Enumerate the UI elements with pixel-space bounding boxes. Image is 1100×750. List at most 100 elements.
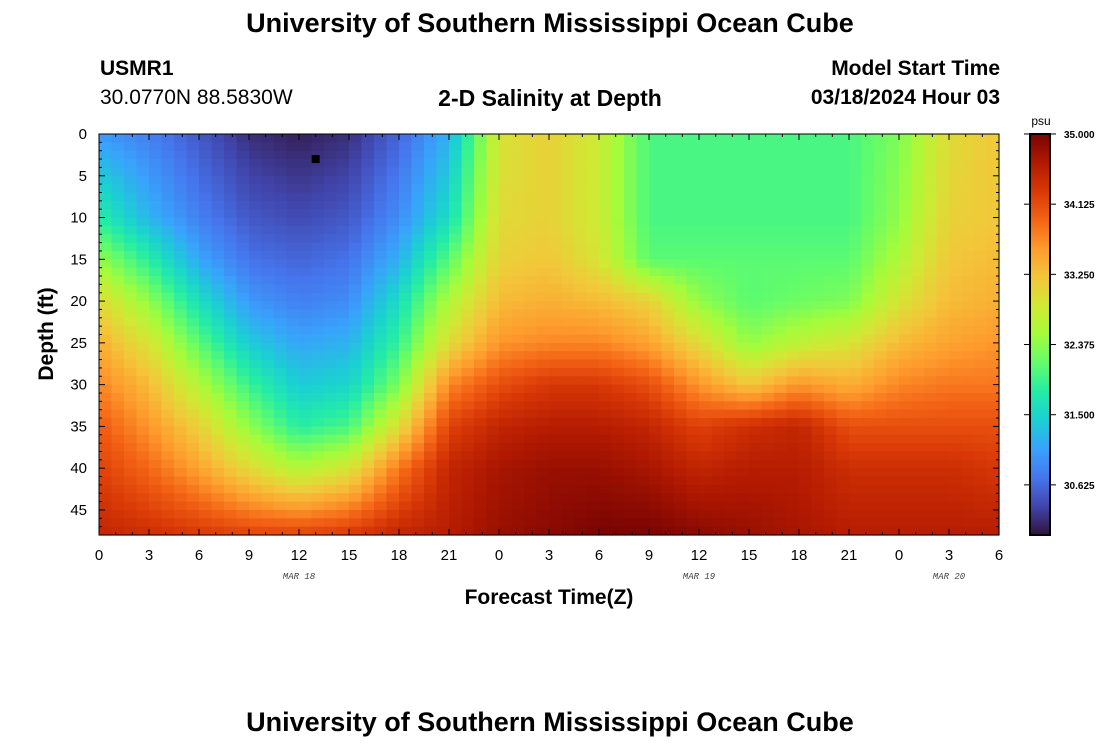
heatmap-cell [436,292,450,302]
heatmap-cell [949,250,963,260]
heatmap-cell [936,493,950,503]
heatmap-cell [486,134,500,143]
heatmap-cell [186,459,200,469]
heatmap-cell [499,292,513,302]
heatmap-cell [424,175,438,185]
heatmap-cell [949,443,963,453]
heatmap-cell [611,359,625,369]
heatmap-cell [899,159,913,169]
heatmap-cell [274,376,288,386]
heatmap-cell [424,443,438,453]
heatmap-cell [274,326,288,336]
heatmap-cell [899,242,913,252]
heatmap-cell [949,192,963,202]
heatmap-cell [536,134,550,143]
heatmap-cell [936,484,950,494]
heatmap-cell [511,359,525,369]
heatmap-cell [111,426,125,436]
heatmap-cell [511,309,525,319]
x-tick-label: 12 [691,547,708,564]
heatmap-cell [349,359,363,369]
heatmap-cell [349,409,363,419]
heatmap-cell [436,468,450,478]
heatmap-cell [861,167,875,177]
heatmap-cell [774,150,788,160]
heatmap-cell [411,526,425,536]
heatmap-cell [774,501,788,511]
x-tick-label: 6 [195,547,203,564]
heatmap-cell [536,234,550,244]
heatmap-cell [974,142,988,152]
heatmap-cell [874,493,888,503]
heatmap-cell [911,351,925,361]
heatmap-cell [924,200,938,210]
heatmap-cell [386,292,400,302]
heatmap-cell [336,284,350,294]
heatmap-cell [336,225,350,235]
heatmap-cell [361,392,375,402]
heatmap-cell [811,200,825,210]
heatmap-cell [124,142,138,152]
heatmap-cell [211,292,225,302]
heatmap-cell [899,250,913,260]
heatmap-cell [774,334,788,344]
heatmap-cell [436,134,450,143]
heatmap-cell [161,309,175,319]
heatmap-cell [499,309,513,319]
heatmap-cell [636,142,650,152]
heatmap-cell [399,225,413,235]
heatmap-cell [99,242,113,252]
heatmap-cell [761,175,775,185]
heatmap-cell [336,250,350,260]
heatmap-cell [224,292,238,302]
heatmap-cell [636,526,650,536]
heatmap-cell [249,426,263,436]
heatmap-cell [561,242,575,252]
heatmap-cell [824,167,838,177]
heatmap-cell [511,292,525,302]
heatmap-cell [749,259,763,269]
heatmap-cell [386,192,400,202]
heatmap-cell [399,284,413,294]
heatmap-cell [549,526,563,536]
heatmap-cell [786,234,800,244]
heatmap-cell [786,443,800,453]
heatmap-cell [799,418,813,427]
heatmap-cell [761,351,775,361]
heatmap-cell [761,518,775,528]
heatmap-cell [736,217,750,227]
heatmap-cell [174,443,188,453]
heatmap-cell [874,167,888,177]
heatmap-cell [424,150,438,160]
heatmap-cell [111,443,125,453]
heatmap-cell [586,409,600,419]
heatmap-cell [611,392,625,402]
heatmap-cell [436,384,450,394]
heatmap-cell [161,209,175,219]
heatmap-cell [736,234,750,244]
heatmap-cell [749,217,763,227]
heatmap-cell [749,167,763,177]
heatmap-cell [699,259,713,269]
heatmap-cell [599,443,613,453]
heatmap-cell [749,242,763,252]
heatmap-cell [561,434,575,444]
heatmap-cell [924,326,938,336]
heatmap-cell [674,175,688,185]
heatmap-cell [899,334,913,344]
x-tick-label: 15 [741,547,758,564]
heatmap-cell [649,250,663,260]
heatmap-cell [599,134,613,143]
heatmap-cell [836,242,850,252]
heatmap-cell [599,184,613,194]
heatmap-cell [136,367,150,377]
heatmap-cell [199,134,213,143]
heatmap-cell [124,359,138,369]
heatmap-cell [861,459,875,469]
heatmap-cell [474,250,488,260]
heatmap-cell [799,401,813,411]
heatmap-cell [336,459,350,469]
heatmap-cell [799,234,813,244]
heatmap-cell [361,225,375,235]
heatmap-cell [299,317,313,327]
